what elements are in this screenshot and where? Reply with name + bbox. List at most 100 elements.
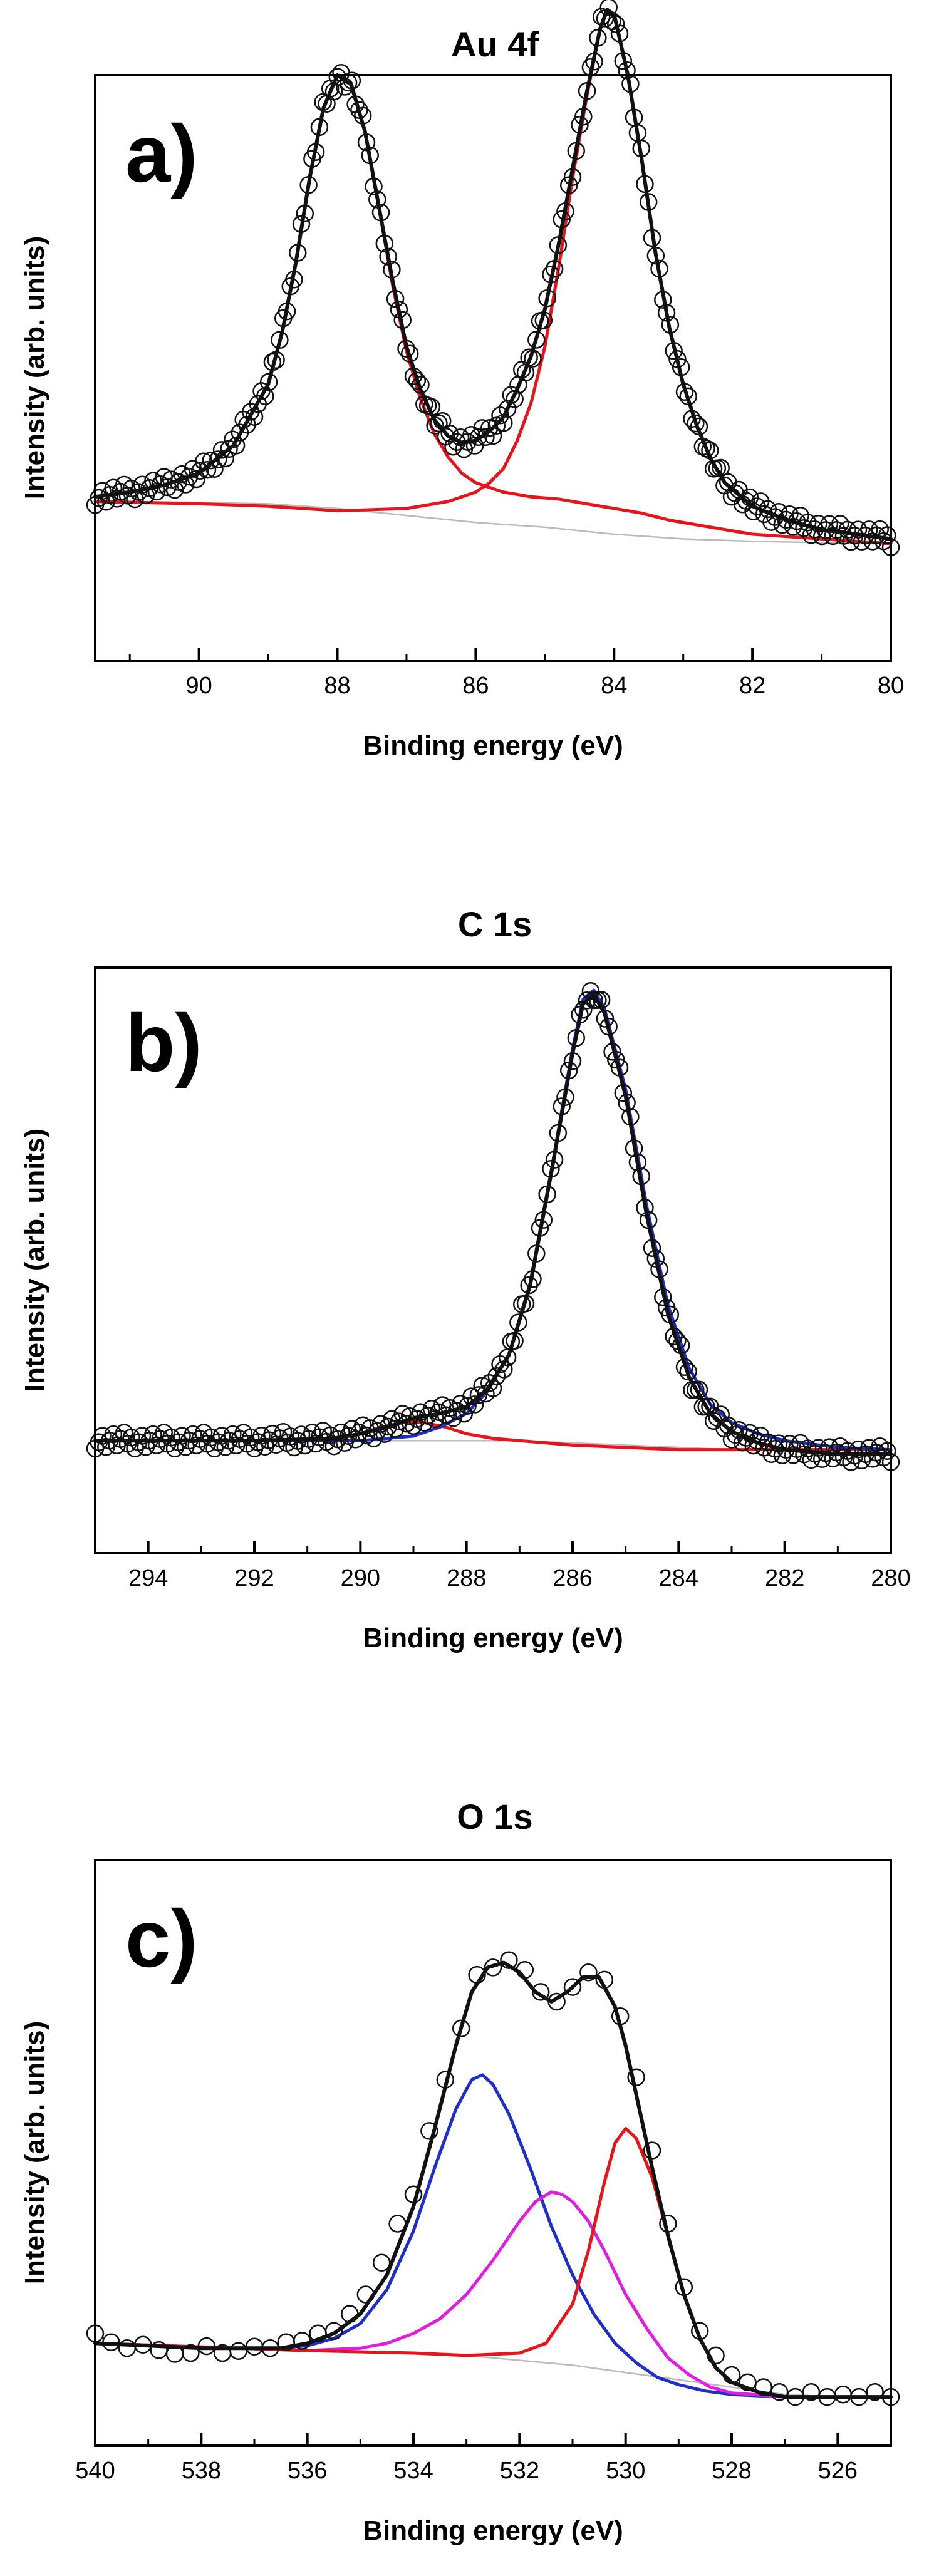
data-point <box>375 234 394 253</box>
data-point <box>559 176 578 194</box>
data-point <box>534 1211 553 1229</box>
data-point <box>516 1961 534 1979</box>
y-axis-label: Intensity (arb. units) <box>19 236 50 499</box>
data-point <box>659 2215 677 2233</box>
data-point <box>621 1107 640 1126</box>
data-point <box>261 2339 279 2357</box>
data-point <box>643 229 661 247</box>
x-tick-label: 538 <box>182 2458 221 2484</box>
data-point <box>607 15 625 33</box>
data-point <box>245 408 264 426</box>
data-point <box>368 190 386 209</box>
data-point <box>386 289 405 308</box>
x-tick-label: 532 <box>500 2458 539 2484</box>
data-point <box>484 427 502 445</box>
data-point <box>542 266 560 284</box>
data-point <box>574 107 593 126</box>
data-point <box>607 1050 625 1069</box>
data-point <box>420 2122 438 2140</box>
x-tick-label: 294 <box>128 1565 168 1591</box>
data-point <box>422 398 441 416</box>
data-point <box>357 133 376 152</box>
data-point <box>462 425 480 444</box>
y-axis-label: Intensity (arb. units) <box>19 2021 50 2284</box>
data-point <box>668 350 687 368</box>
x-tick-label: 528 <box>712 2458 751 2484</box>
component-line <box>93 2073 893 2399</box>
data-point <box>610 24 629 43</box>
data-point <box>388 2215 407 2233</box>
data-point <box>603 1043 621 1061</box>
x-tick-label: 80 <box>878 673 904 699</box>
data-point <box>632 1167 650 1186</box>
data-point <box>500 1951 518 1969</box>
data-point <box>404 2185 423 2203</box>
x-axis-label: Binding energy (eV) <box>363 1623 623 1653</box>
data-point <box>197 2337 216 2356</box>
data-point <box>599 1017 618 1036</box>
data-point <box>563 1052 582 1070</box>
data-point <box>639 193 658 211</box>
data-point <box>589 29 607 47</box>
data-point <box>614 52 633 70</box>
data-point <box>559 1061 578 1080</box>
data-point <box>534 311 553 329</box>
data-point <box>267 351 285 370</box>
x-axis-label: Binding energy (eV) <box>363 730 623 761</box>
data-point <box>639 1211 658 1229</box>
data-point <box>256 387 274 405</box>
data-point <box>650 259 668 278</box>
data-point <box>556 1088 574 1106</box>
panel-label: a) <box>125 108 198 199</box>
data-point <box>469 1386 488 1404</box>
data-point <box>263 353 282 371</box>
data-point <box>397 339 415 358</box>
data-point <box>455 1405 474 1423</box>
data-point <box>549 236 568 254</box>
data-point <box>542 1160 560 1178</box>
data-point <box>781 505 799 524</box>
data-point <box>679 387 697 406</box>
x-axis-ticks: 540 538 536 534 532 530 528 526 <box>75 2433 892 2484</box>
x-tick-label: 290 <box>341 1565 380 1591</box>
data-point <box>356 2285 375 2304</box>
data-point <box>361 146 379 165</box>
data-point <box>618 61 636 80</box>
x-tick-label: 82 <box>739 673 765 699</box>
data-point <box>462 1387 480 1405</box>
data-point <box>289 244 307 262</box>
y-axis-label: Intensity (arb. units) <box>19 1129 50 1392</box>
data-point <box>538 1185 556 1204</box>
component-line <box>93 2190 893 2399</box>
data-point <box>252 382 271 400</box>
data-point <box>216 449 235 468</box>
data-point <box>628 1153 647 1172</box>
data-point <box>299 176 318 194</box>
panel-au-4f: Au 4f a) 90 88 86 84 82 80 Binding energy (eV… <box>19 0 904 761</box>
data-point <box>509 1313 527 1332</box>
data-point <box>770 2383 789 2401</box>
data-point <box>400 344 419 363</box>
data-point <box>878 1442 896 1460</box>
data-point <box>177 475 195 494</box>
data-point <box>473 1377 491 1395</box>
data-point <box>563 1978 582 1996</box>
x-tick-label: 536 <box>288 2458 327 2484</box>
x-tick-label: 284 <box>659 1565 698 1591</box>
data-point <box>545 1151 564 1169</box>
data-point <box>202 451 220 470</box>
panel-label: c) <box>125 1893 198 1984</box>
data-point <box>553 1097 571 1115</box>
data-point <box>484 1379 502 1397</box>
data-point <box>477 428 495 447</box>
background-line <box>94 500 892 545</box>
axes-frame <box>94 966 892 1554</box>
data-point <box>661 316 680 334</box>
data-point <box>524 349 542 368</box>
data-point <box>636 175 654 194</box>
data-point <box>665 342 683 360</box>
data-point <box>531 1983 550 2001</box>
x-tick-label: 526 <box>818 2458 858 2484</box>
data-point <box>679 1362 697 1381</box>
data-point <box>581 982 600 1000</box>
